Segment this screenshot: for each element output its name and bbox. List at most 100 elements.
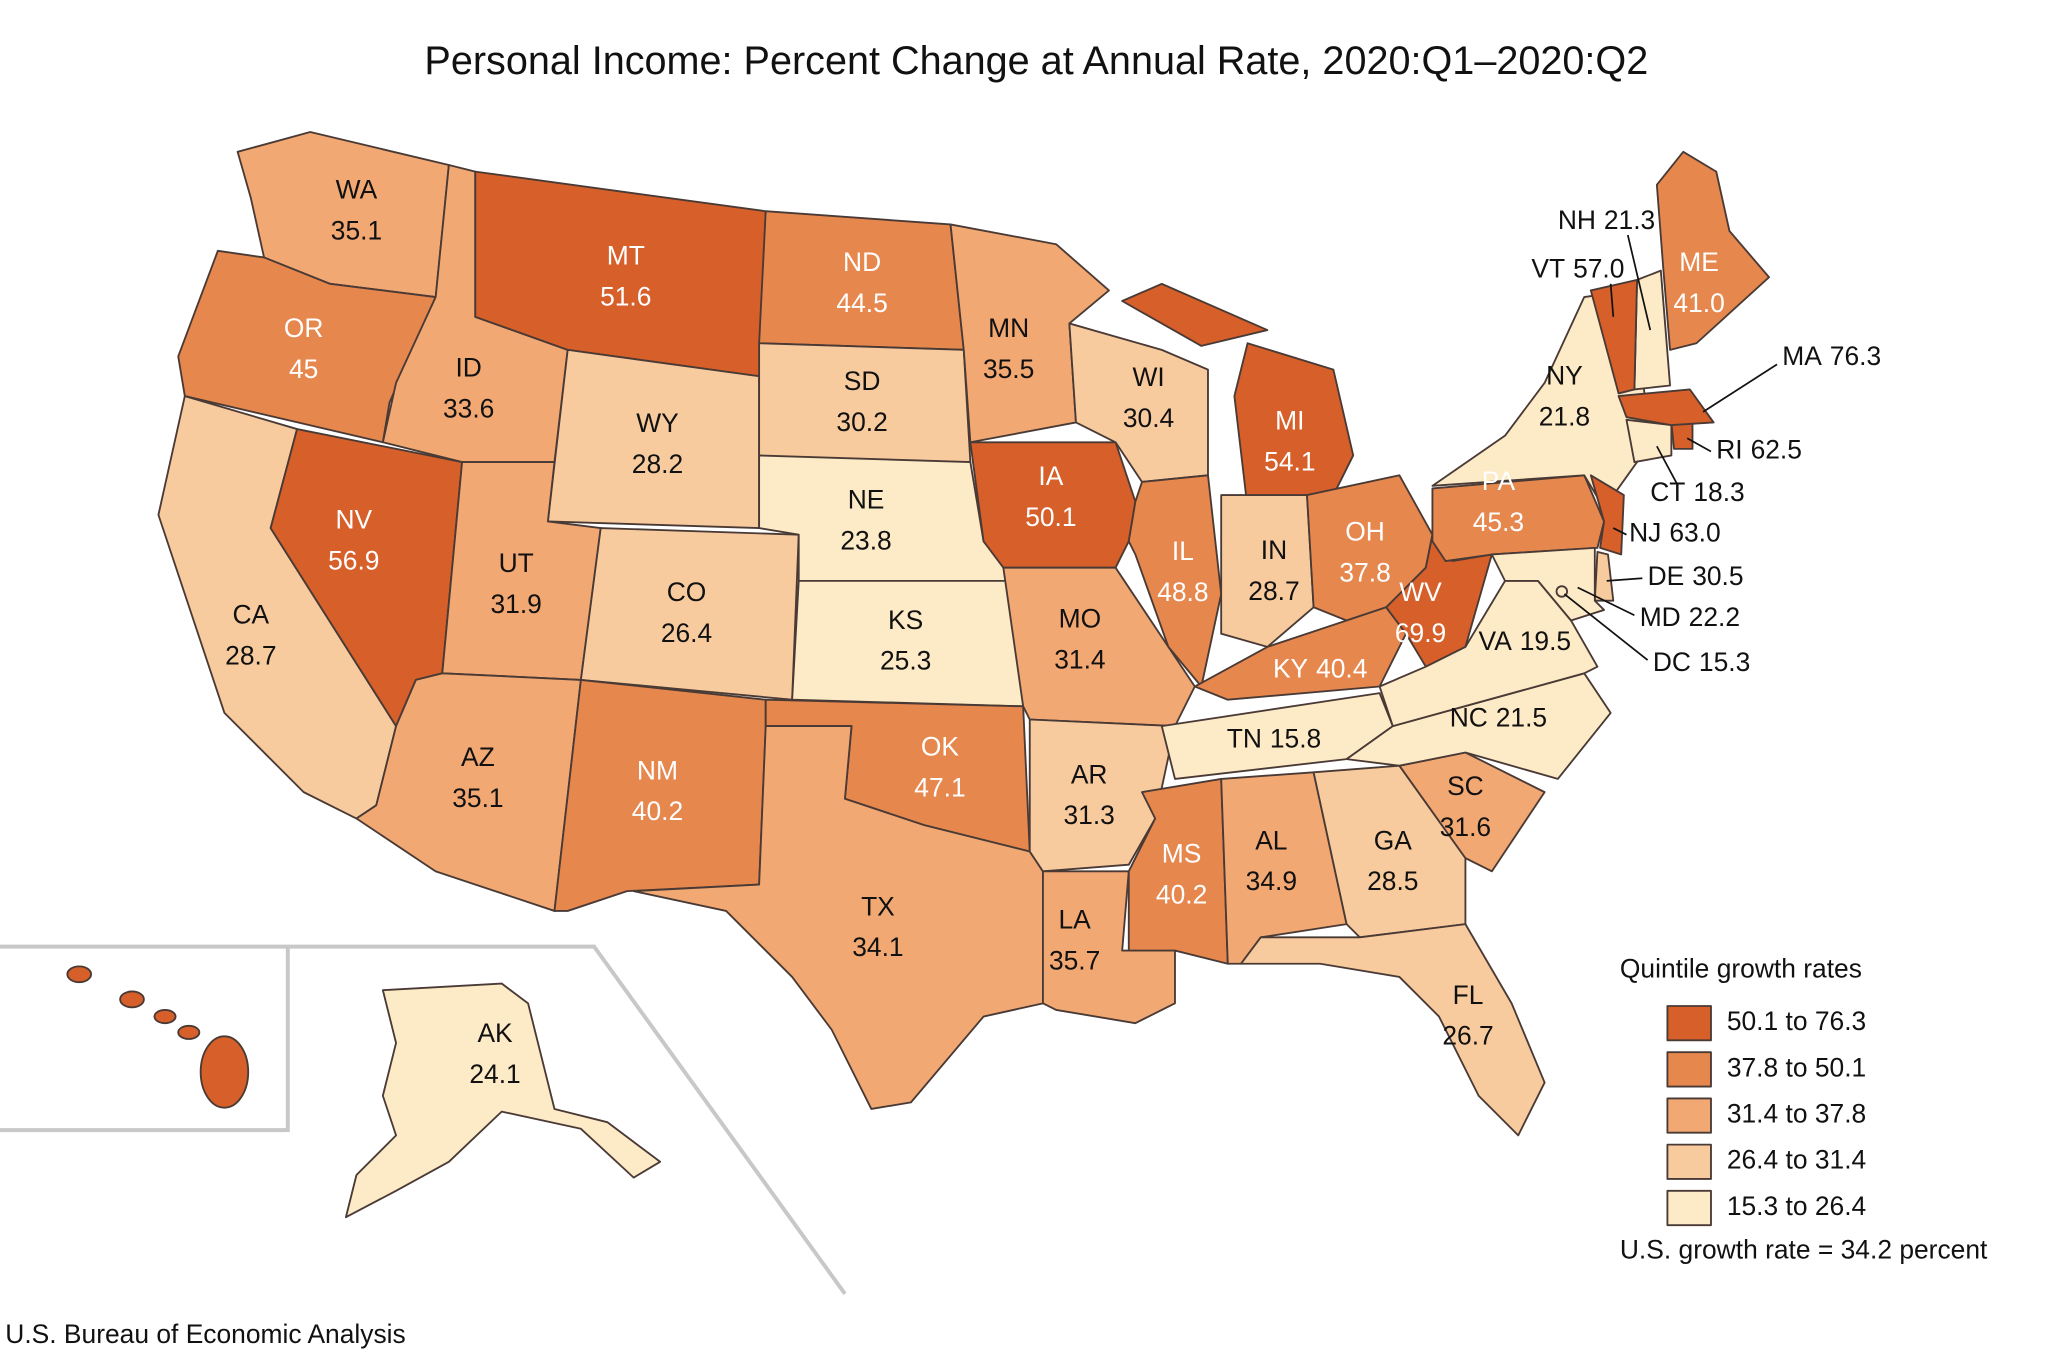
- legend-swatch: [1666, 1189, 1712, 1227]
- state-value: 23.8: [840, 526, 891, 556]
- state-shape: [153, 1009, 177, 1025]
- state-label: MI 54.1: [1264, 405, 1315, 476]
- state-label: ND 44.5: [836, 247, 887, 318]
- leader-line: [1609, 283, 1615, 317]
- state-value: 50.1: [1025, 502, 1076, 532]
- state-value: 21.8: [1539, 401, 1590, 431]
- state-label: WA 35.1: [331, 174, 382, 245]
- state-name: NJ: [1629, 518, 1661, 548]
- state-shape: [1127, 474, 1223, 688]
- state-name: SD: [844, 366, 881, 396]
- state-label: IL 48.8: [1157, 536, 1208, 607]
- leader-line: [1626, 234, 1652, 331]
- state-label: FL 26.7: [1442, 980, 1493, 1051]
- state-shape: [758, 342, 972, 463]
- state-value: 35.1: [331, 215, 382, 245]
- map-title: Personal Income: Percent Change at Annua…: [424, 39, 1648, 83]
- state-label: MO 31.4: [1054, 603, 1105, 674]
- state-name: LA: [1059, 904, 1092, 934]
- state-label: LA 35.7: [1049, 904, 1100, 975]
- state-label: NC 21.5: [1450, 702, 1547, 732]
- state-label: IA 50.1: [1025, 461, 1076, 532]
- state-label: GA 28.5: [1367, 825, 1418, 896]
- state-shape: [791, 579, 1025, 708]
- state-value: 40.4: [1316, 654, 1367, 684]
- state-name: ME: [1679, 247, 1719, 277]
- state-value: 62.5: [1751, 434, 1802, 464]
- state-name: NM: [637, 755, 678, 785]
- state-label: TX 34.1: [852, 891, 903, 962]
- state-name: MS: [1162, 838, 1202, 868]
- state-shape: [1589, 278, 1638, 395]
- leader-line: [1577, 586, 1635, 616]
- state-value: 34.1: [852, 932, 903, 962]
- leader-line: [1686, 437, 1712, 453]
- state-name: DE: [1648, 561, 1685, 591]
- state-value: 47.1: [914, 772, 965, 802]
- state-name: AZ: [461, 742, 495, 772]
- state-value: 28.5: [1367, 866, 1418, 896]
- state-name: IL: [1172, 536, 1194, 566]
- state-label: UT 31.9: [491, 548, 542, 619]
- state-value: 45.3: [1473, 507, 1524, 537]
- state-name: FL: [1453, 980, 1484, 1010]
- state-name: IN: [1261, 535, 1287, 565]
- state-shape: [177, 1024, 201, 1040]
- state-value: 31.3: [1063, 800, 1114, 830]
- inset-frame: [287, 944, 847, 1295]
- state-name: KS: [888, 605, 923, 635]
- state-shape: [199, 1035, 250, 1109]
- state-label: NH 21.3: [1558, 205, 1655, 235]
- inset-frame: [0, 944, 290, 1133]
- state-label: MT 51.6: [600, 240, 651, 311]
- state-name: AL: [1255, 825, 1287, 855]
- state-value: 44.5: [836, 288, 887, 318]
- state-value: 40.2: [632, 796, 683, 826]
- state-name: MD: [1640, 602, 1681, 632]
- state-name: ID: [455, 353, 481, 383]
- state-label: NM 40.2: [632, 755, 683, 826]
- state-name: VA: [1479, 626, 1513, 656]
- state-shape: [579, 527, 800, 701]
- state-shape: [1121, 282, 1269, 347]
- state-name: RI: [1716, 434, 1742, 464]
- state-name: MI: [1275, 405, 1304, 435]
- state-value: 19.5: [1520, 626, 1571, 656]
- state-shape: [1042, 870, 1176, 1025]
- state-shape: [1240, 923, 1546, 1137]
- state-value: 37.8: [1339, 557, 1390, 587]
- state-value: 31.6: [1440, 812, 1491, 842]
- state-name: TN: [1227, 724, 1262, 754]
- state-label: WV 69.9: [1395, 577, 1446, 648]
- state-value: 57.0: [1573, 254, 1624, 284]
- state-value: 76.3: [1830, 341, 1881, 371]
- state-label: AZ 35.1: [452, 742, 503, 813]
- state-shape: [1220, 494, 1315, 648]
- state-name: NH: [1558, 205, 1596, 235]
- state-label: NE 23.8: [840, 485, 891, 556]
- state-label: MA 76.3: [1782, 341, 1881, 371]
- state-shape: [1670, 421, 1694, 450]
- state-label: RI 62.5: [1716, 434, 1802, 464]
- state-name: PA: [1482, 466, 1516, 496]
- legend-label: 31.4 to 37.8: [1727, 1099, 1866, 1129]
- state-value: 21.5: [1496, 702, 1547, 732]
- state-value: 15.8: [1270, 724, 1321, 754]
- state-label: NV 56.9: [328, 504, 379, 575]
- state-value: 30.4: [1123, 403, 1174, 433]
- state-name: AK: [477, 1018, 513, 1048]
- state-value: 33.6: [443, 394, 494, 424]
- state-label: DC 15.3: [1653, 647, 1750, 677]
- legend-swatch: [1666, 1051, 1712, 1088]
- leader-line: [1702, 363, 1778, 413]
- state-value: 40.2: [1156, 879, 1207, 909]
- leader-line: [1606, 577, 1643, 582]
- state-value: 15.3: [1699, 647, 1750, 677]
- state-label: MN 35.5: [983, 313, 1034, 384]
- state-name: NE: [848, 485, 885, 515]
- state-value: 30.5: [1692, 561, 1743, 591]
- state-shape: [1589, 474, 1625, 556]
- state-name: MA: [1782, 341, 1822, 371]
- state-value: 34.9: [1246, 866, 1297, 896]
